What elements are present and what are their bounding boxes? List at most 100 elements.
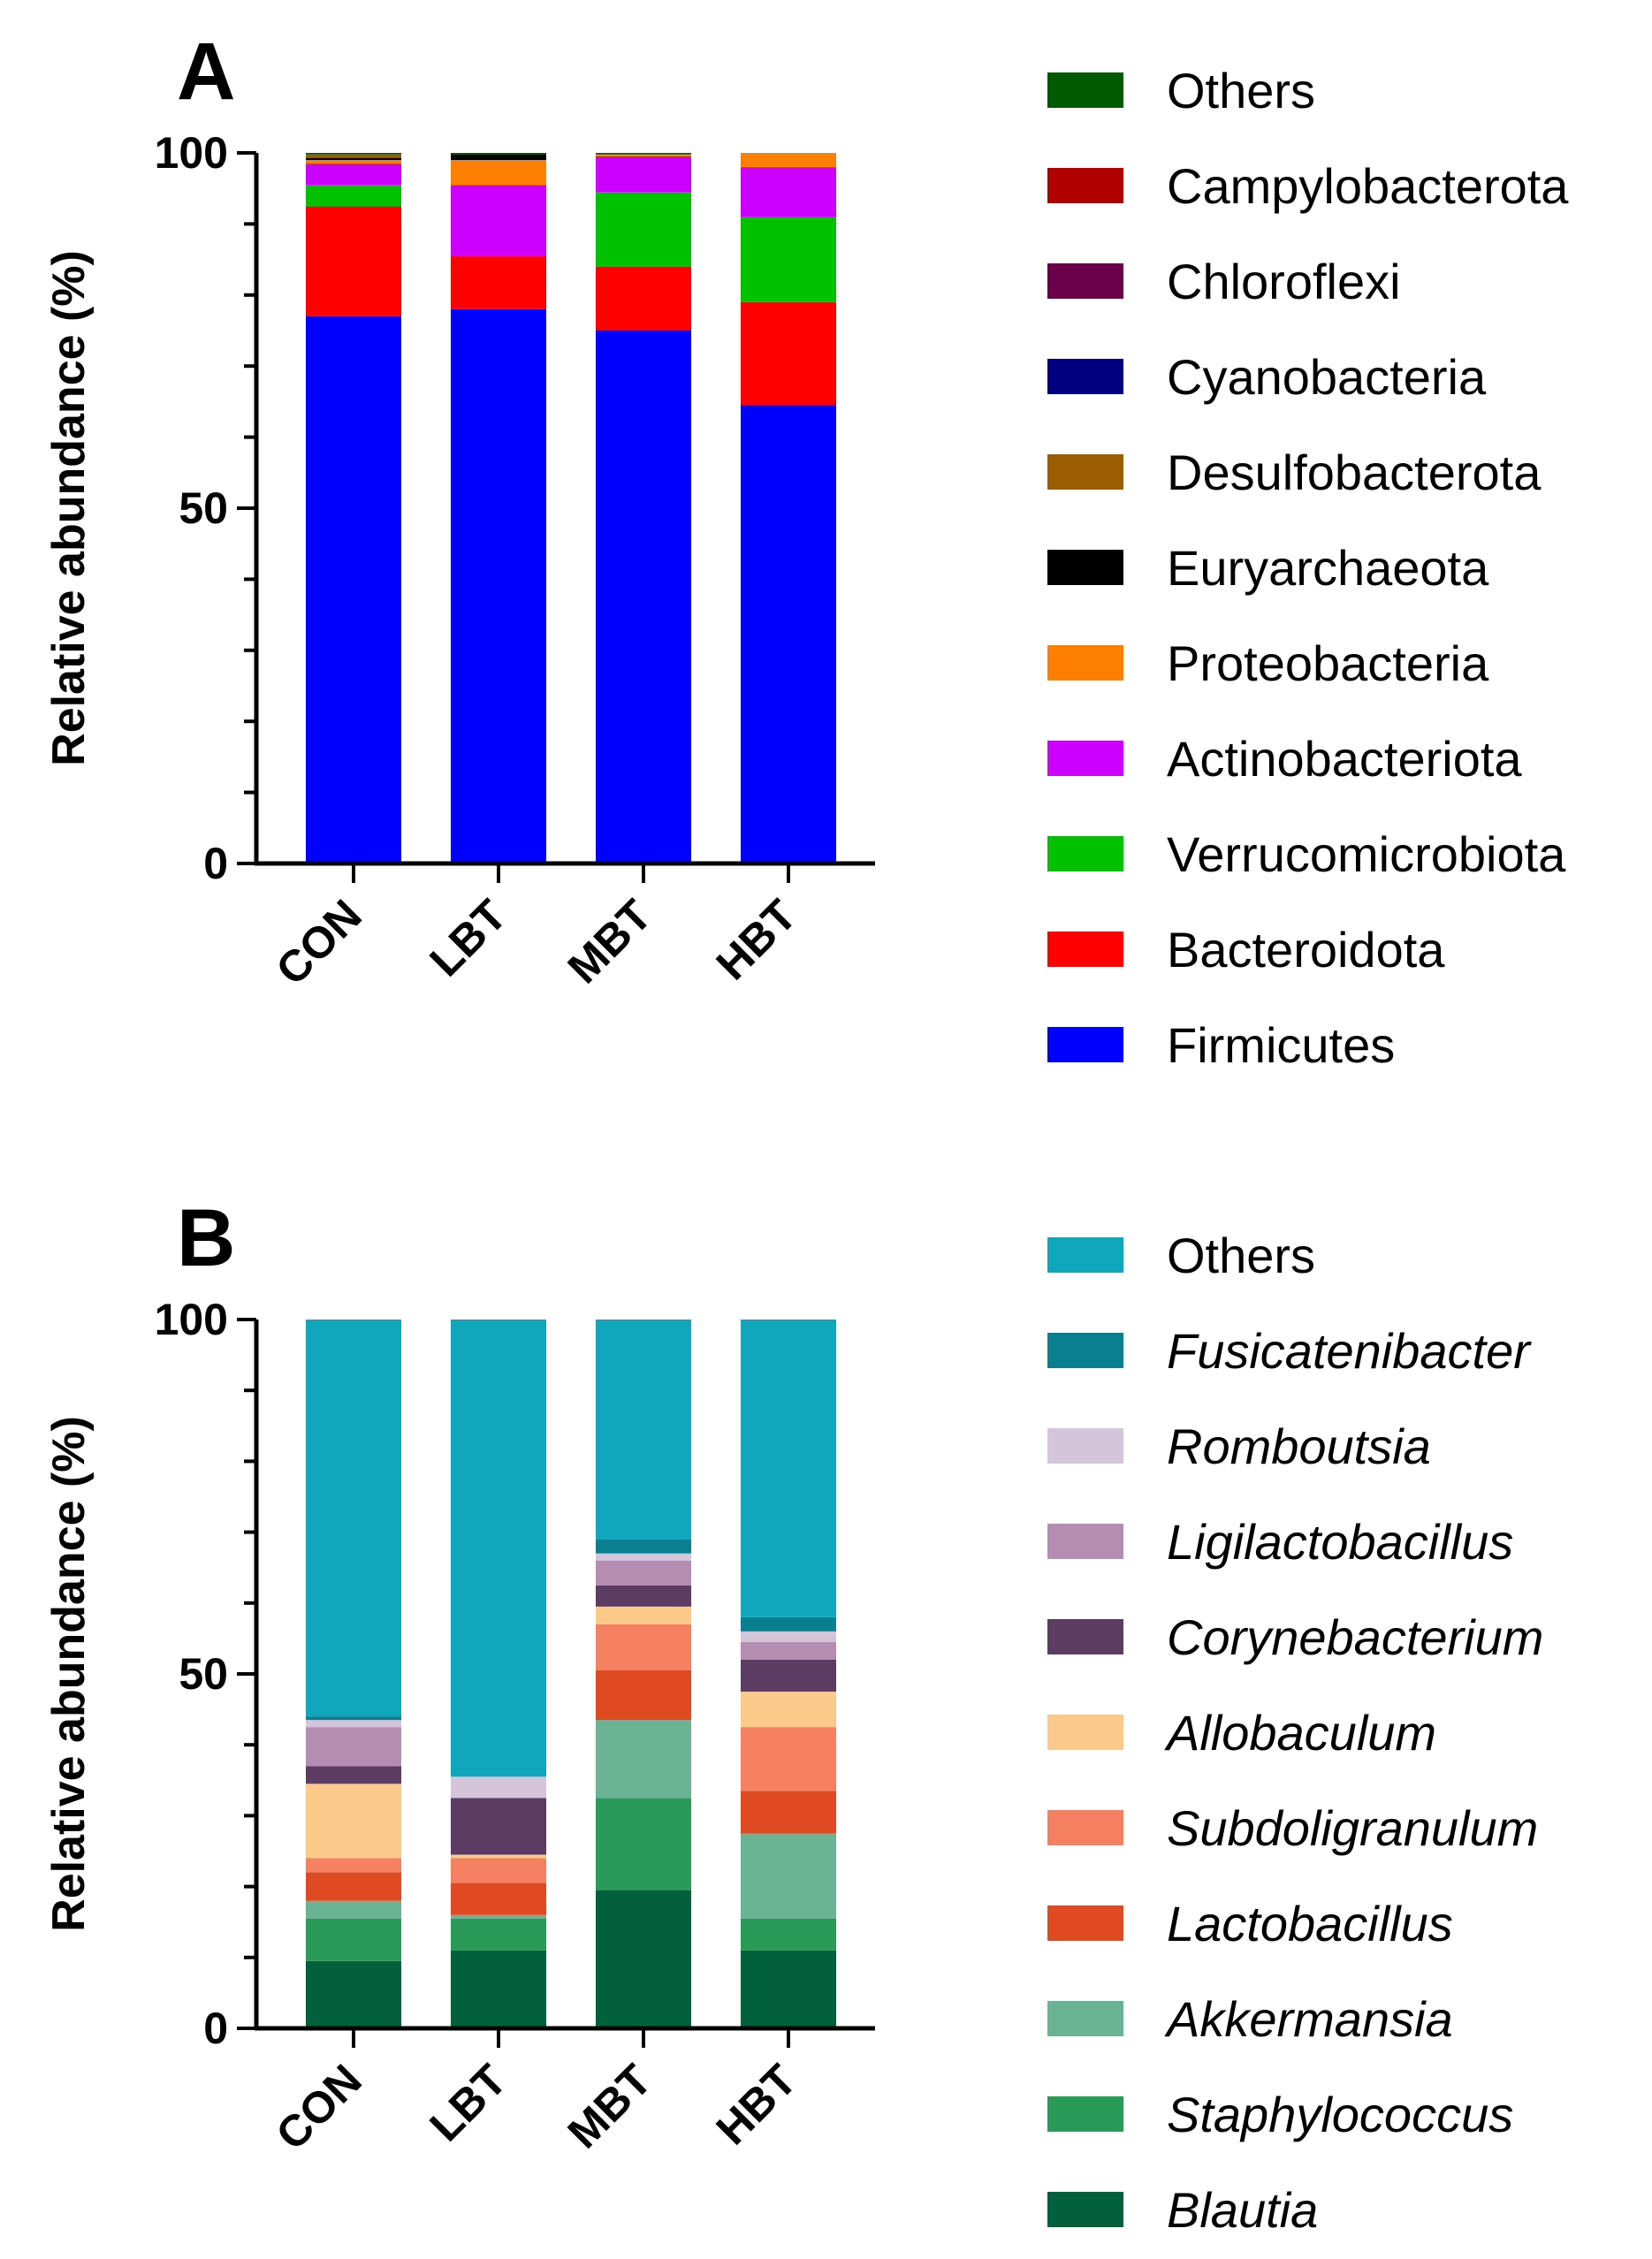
x-tick-label: CON bbox=[267, 2055, 371, 2159]
bar-segment bbox=[306, 185, 401, 207]
legend-label: Verrucomicrobiota bbox=[1167, 826, 1566, 882]
bar-segment bbox=[741, 1833, 836, 1919]
bar-segment bbox=[451, 1882, 546, 1915]
legend-swatch bbox=[1047, 359, 1123, 394]
bar-segment bbox=[741, 1692, 836, 1728]
bar-segment bbox=[451, 1320, 546, 1777]
x-tick-label: CON bbox=[267, 890, 371, 994]
bar-segment bbox=[596, 1890, 691, 2028]
legend-swatch bbox=[1047, 645, 1123, 681]
bar-segment bbox=[306, 1872, 401, 1901]
bar-segment bbox=[741, 1616, 836, 1632]
bar-segment bbox=[596, 1320, 691, 1540]
y-tick-label: 100 bbox=[155, 128, 228, 178]
legend-swatch bbox=[1047, 72, 1123, 108]
legend-swatch bbox=[1047, 932, 1123, 967]
legend-label: Cyanobacteria bbox=[1167, 349, 1487, 405]
x-tick-label: HBT bbox=[707, 890, 806, 989]
bar-segment bbox=[741, 1950, 836, 2028]
x-tick-label: LBT bbox=[420, 2055, 515, 2150]
legend-swatch bbox=[1047, 1027, 1123, 1062]
bar-segment bbox=[741, 1727, 836, 1791]
legend-label: Lactobacillus bbox=[1167, 1896, 1453, 1951]
bar-segment bbox=[741, 1791, 836, 1834]
bar-segment bbox=[306, 154, 401, 158]
panel-letter: A bbox=[177, 27, 235, 117]
bar-segment bbox=[306, 1960, 401, 2028]
bar-segment bbox=[306, 1766, 401, 1784]
bar-segment bbox=[596, 1720, 691, 1799]
legend-label: Desulfobacterota bbox=[1167, 445, 1542, 500]
bar-segment bbox=[306, 1918, 401, 1961]
legend-swatch bbox=[1047, 2192, 1123, 2227]
legend-label: Proteobacteria bbox=[1167, 635, 1489, 691]
legend-swatch bbox=[1047, 1333, 1123, 1368]
bar-segment bbox=[741, 167, 836, 217]
bar-segment bbox=[596, 1585, 691, 1607]
legend-label: Akkermansia bbox=[1164, 1991, 1453, 2047]
bar-segment bbox=[741, 1641, 836, 1660]
legend-swatch bbox=[1047, 168, 1123, 203]
bar-segment bbox=[596, 1670, 691, 1721]
legend-swatch bbox=[1047, 454, 1123, 490]
legend-swatch bbox=[1047, 741, 1123, 776]
bar-segment bbox=[306, 206, 401, 316]
bar-segment bbox=[306, 1784, 401, 1859]
bar-segment bbox=[741, 1320, 836, 1617]
bar-segment bbox=[451, 160, 546, 186]
legend-label: Bacteroidota bbox=[1167, 922, 1445, 977]
bar-segment bbox=[451, 1918, 546, 1951]
legend-label: Subdoligranulum bbox=[1167, 1800, 1538, 1856]
legend-swatch bbox=[1047, 263, 1123, 299]
bar-segment bbox=[451, 1798, 546, 1855]
legend: Others Campylobacterota Chloroflexi Cyanoba… bbox=[1047, 63, 1569, 1073]
legend-swatch bbox=[1047, 1619, 1123, 1654]
bar-segment bbox=[306, 1320, 401, 1717]
x-tick-label: MBT bbox=[559, 890, 661, 993]
legend-label: Actinobacteriota bbox=[1167, 731, 1522, 787]
bar-segment bbox=[306, 316, 401, 863]
legend-swatch bbox=[1047, 836, 1123, 871]
chart-panel-a: A 0 50 100 CON LBT MBT HBT Relative abundance (%… bbox=[43, 27, 1569, 1073]
legend-label: Corynebacterium bbox=[1167, 1609, 1543, 1665]
bar-segment bbox=[451, 1854, 546, 1859]
x-tick-label: MBT bbox=[559, 2055, 661, 2157]
y-tick-label: 100 bbox=[155, 1295, 228, 1344]
y-tick-label: 0 bbox=[203, 839, 228, 888]
bar-segment bbox=[306, 1727, 401, 1767]
legend: Others Fusicatenibacter Romboutsia Ligilact… bbox=[1047, 1228, 1543, 2238]
bar-segment bbox=[451, 1914, 546, 1919]
bar-segment bbox=[741, 1659, 836, 1692]
bar-segment bbox=[596, 1560, 691, 1586]
bar-segment bbox=[596, 154, 691, 157]
bar-segment bbox=[596, 1606, 691, 1624]
legend-swatch bbox=[1047, 550, 1123, 585]
legend-swatch bbox=[1047, 1905, 1123, 1941]
y-tick-label: 0 bbox=[203, 2004, 228, 2053]
bar-segment bbox=[451, 185, 546, 256]
bar-segment bbox=[306, 1900, 401, 1919]
bar-segment bbox=[451, 153, 546, 155]
bar-segment bbox=[741, 1918, 836, 1951]
bar-segment bbox=[596, 331, 691, 863]
bar-segment bbox=[596, 1798, 691, 1890]
legend-label: Others bbox=[1167, 63, 1315, 118]
legend-label: Staphylococcus bbox=[1167, 2087, 1513, 2142]
legend-swatch bbox=[1047, 2096, 1123, 2132]
legend-swatch bbox=[1047, 2001, 1123, 2036]
y-axis-title: Relative abundance (%) bbox=[43, 250, 95, 766]
chart-panel-b: B 0 50 100 CON LBT MBT HBT Relative abundance (%… bbox=[43, 1193, 1543, 2238]
bar-segment bbox=[596, 156, 691, 193]
bar-segment bbox=[741, 153, 836, 168]
bar-segment bbox=[741, 1631, 836, 1642]
legend-label: Euryarchaeota bbox=[1167, 540, 1489, 596]
panel-letter: B bbox=[177, 1193, 235, 1283]
legend-label: Firmicutes bbox=[1167, 1017, 1395, 1073]
y-tick-label: 50 bbox=[179, 1649, 228, 1699]
bar-segment bbox=[451, 255, 546, 309]
legend-label: Others bbox=[1167, 1228, 1315, 1283]
bar-segment bbox=[596, 153, 691, 155]
legend-swatch bbox=[1047, 1237, 1123, 1273]
bar-segment bbox=[451, 154, 546, 161]
